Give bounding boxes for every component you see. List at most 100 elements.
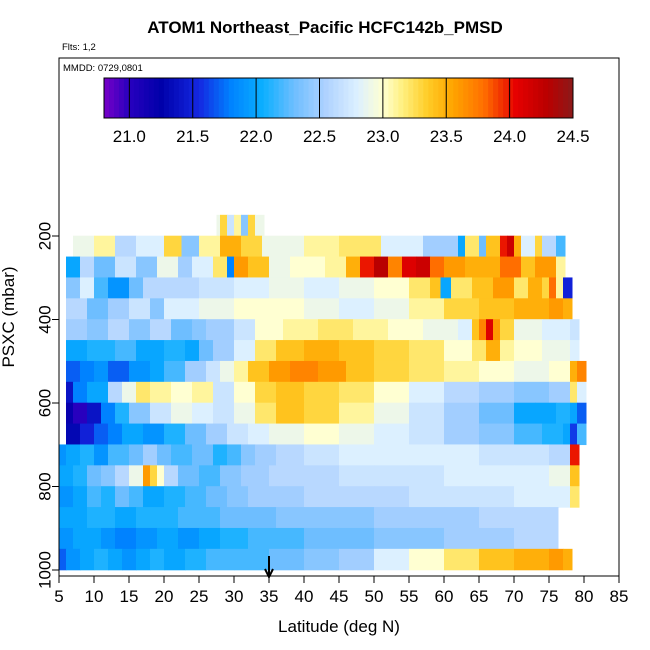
colorbar-swatch (223, 78, 230, 118)
heatmap-cell (192, 319, 207, 341)
heatmap-cell (143, 277, 165, 299)
heatmap-cell (150, 548, 165, 571)
heatmap-cell (409, 444, 445, 466)
heatmap-cell (409, 548, 445, 571)
heatmap-cell (101, 402, 116, 425)
heatmap-cell (234, 319, 256, 341)
x-tick-label: 70 (505, 587, 524, 606)
heatmap-cell (73, 381, 88, 404)
heatmap-cell (570, 423, 578, 446)
heatmap-cell (444, 507, 480, 529)
colorbar-swatch (363, 78, 369, 118)
heatmap-cell (66, 548, 81, 571)
heatmap-cell (479, 298, 515, 320)
heatmap-cell (66, 444, 81, 466)
heatmap-cell (269, 298, 305, 320)
heatmap-cell (87, 527, 102, 550)
heatmap-cell (276, 486, 305, 508)
colorbar-swatch (138, 78, 145, 118)
colorbar-swatch (213, 78, 220, 118)
heatmap-cell (136, 381, 151, 404)
heatmap-cell (59, 527, 74, 550)
colorbar-swatch (178, 78, 185, 118)
heatmap-cell (304, 340, 340, 362)
heatmap-cell (514, 340, 543, 362)
colorbar-swatch (298, 78, 305, 118)
heatmap-cell (542, 235, 557, 258)
heatmap-cell (549, 486, 571, 508)
chart-title: ATOM1 Northeast_Pacific HCFC142b_PMSD (147, 18, 503, 37)
heatmap-cell (304, 527, 340, 550)
heatmap-cell (136, 256, 158, 279)
heatmap-cell (108, 423, 123, 446)
heatmap-cell (255, 402, 277, 425)
colorbar-swatch (208, 78, 215, 118)
heatmap-cell (479, 319, 487, 341)
heatmap-cell (381, 235, 424, 258)
heatmap-cell (528, 277, 543, 299)
heatmap-cell (220, 360, 235, 383)
colorbar-swatch (343, 78, 349, 118)
heatmap-cell (66, 319, 88, 341)
heatmap-cell (66, 402, 74, 425)
heatmap-cell (570, 319, 580, 341)
heatmap-cell (136, 340, 165, 362)
heatmap-cell (192, 402, 214, 425)
heatmap-cell (164, 235, 182, 258)
heatmap-cell (66, 340, 88, 362)
colorbar-swatch (373, 78, 379, 118)
x-tick-label: 60 (435, 587, 454, 606)
colorbar-swatch (378, 78, 384, 118)
heatmap-cell (276, 527, 305, 550)
heatmap-cell (444, 423, 480, 446)
heatmap-cell (115, 486, 130, 508)
colorbar-swatch (288, 78, 295, 118)
colorbar-swatch (388, 78, 394, 118)
colorbar-swatch (453, 78, 459, 118)
heatmap-cell (206, 486, 228, 508)
heatmap-cell (374, 402, 410, 425)
colorbar-tick-label: 24.5 (556, 127, 589, 146)
heatmap-cell (542, 277, 550, 299)
heatmap-cell (129, 360, 151, 383)
heatmap-cell (136, 527, 158, 550)
colorbar-swatch (228, 78, 235, 118)
heatmap-cell (409, 360, 445, 383)
heatmap-cell (479, 486, 515, 508)
colorbar-swatch (243, 78, 250, 118)
heatmap-cell (549, 360, 571, 383)
heatmap-cell (416, 256, 431, 279)
heatmap-cell (178, 507, 200, 529)
heatmap-cell (164, 486, 186, 508)
heatmap-cell (164, 298, 200, 320)
heatmap-cell (304, 235, 340, 258)
heatmap-cell (374, 360, 410, 383)
heatmap-cell (185, 360, 207, 383)
colorbar-swatch (133, 78, 140, 118)
colorbar-swatch (198, 78, 205, 118)
heatmap-cell (486, 319, 494, 341)
heatmap-cell (479, 465, 515, 487)
heatmap-cell (94, 360, 109, 383)
heatmap-cell (178, 256, 193, 279)
heatmap-cell (115, 256, 137, 279)
heatmap-cell (549, 507, 559, 529)
heatmap-cell (465, 235, 480, 258)
heatmap-cell (248, 214, 256, 237)
heatmap-cell (318, 319, 354, 341)
heatmap-cell (556, 402, 571, 425)
colorbar-swatch (398, 78, 404, 118)
heatmap-cell (570, 340, 580, 362)
colorbar-swatch (308, 78, 315, 118)
colorbar-swatch (283, 78, 290, 118)
heatmap-cell (444, 256, 466, 279)
colorbar-swatch (523, 78, 529, 118)
heatmap-cell (157, 527, 179, 550)
heatmap-cell (570, 381, 578, 404)
heatmap-cell (409, 402, 445, 425)
heatmap-cell (409, 381, 445, 404)
colorbar-swatch (478, 78, 484, 118)
colorbar-swatch (128, 78, 135, 118)
